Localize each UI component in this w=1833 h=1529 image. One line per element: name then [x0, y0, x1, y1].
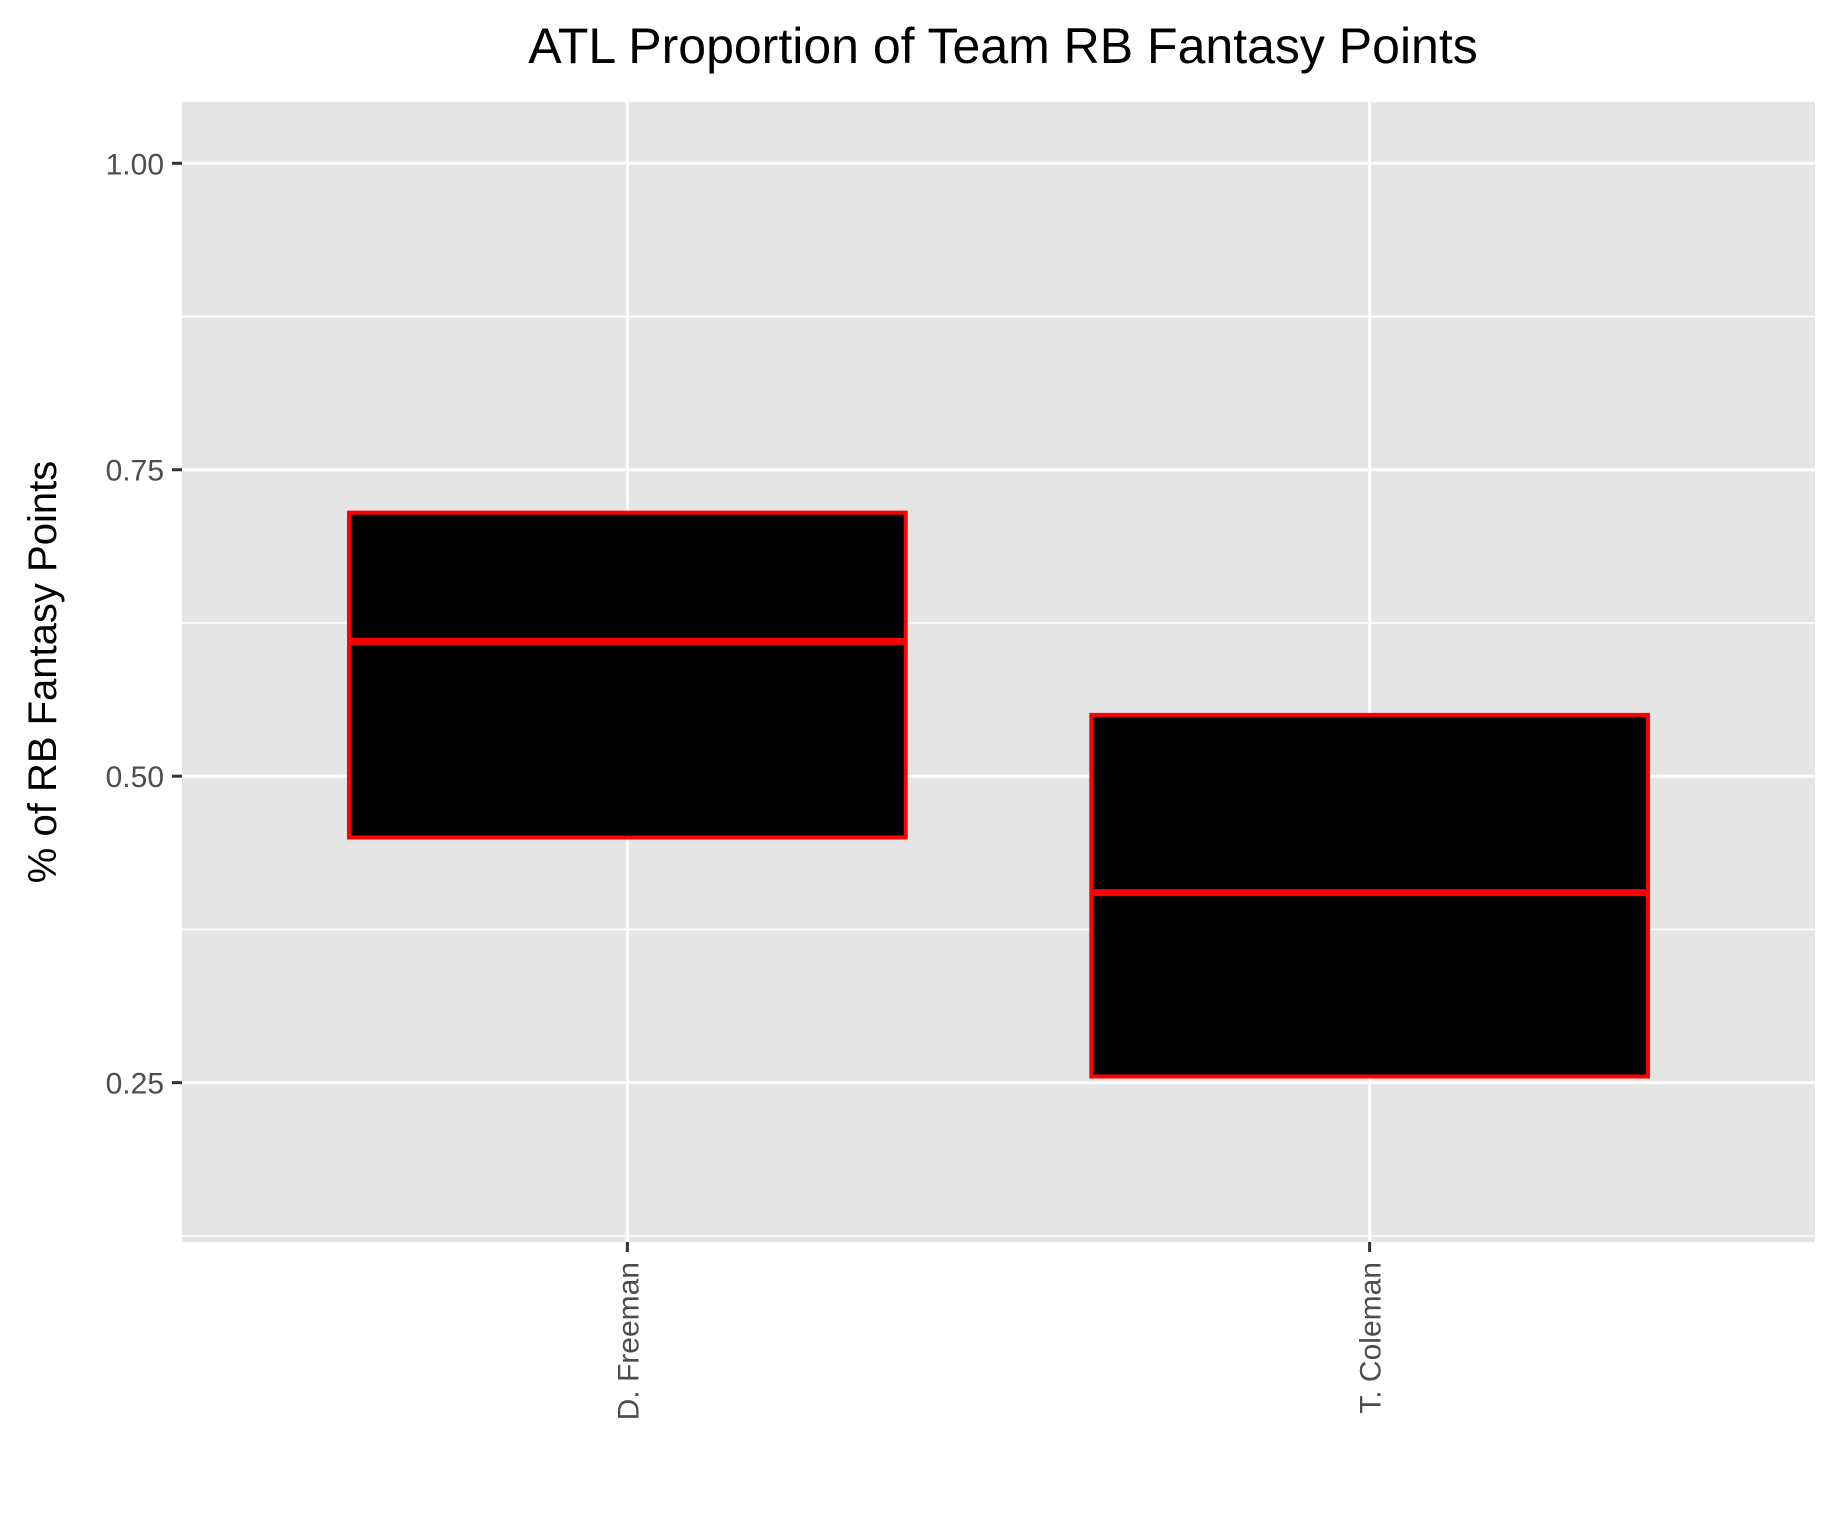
y-axis: 0.25 0.50 0.75 1.00 — [106, 148, 182, 1101]
box-d-freeman — [347, 510, 908, 840]
x-tick-label: T. Coleman — [1355, 1262, 1388, 1414]
y-tick-label: 0.75 — [106, 455, 164, 488]
y-tick-label: 0.25 — [106, 1068, 164, 1101]
y-tick-label: 0.50 — [106, 761, 164, 794]
y-axis-title: % of RB Fantasy Points — [21, 461, 65, 883]
x-axis: D. Freeman T. Coleman — [612, 1242, 1388, 1420]
chart-title: ATL Proportion of Team RB Fantasy Points — [528, 18, 1478, 74]
x-tick-label: D. Freeman — [612, 1262, 645, 1420]
y-tick-label: 1.00 — [106, 148, 164, 181]
boxes — [347, 510, 1650, 1079]
